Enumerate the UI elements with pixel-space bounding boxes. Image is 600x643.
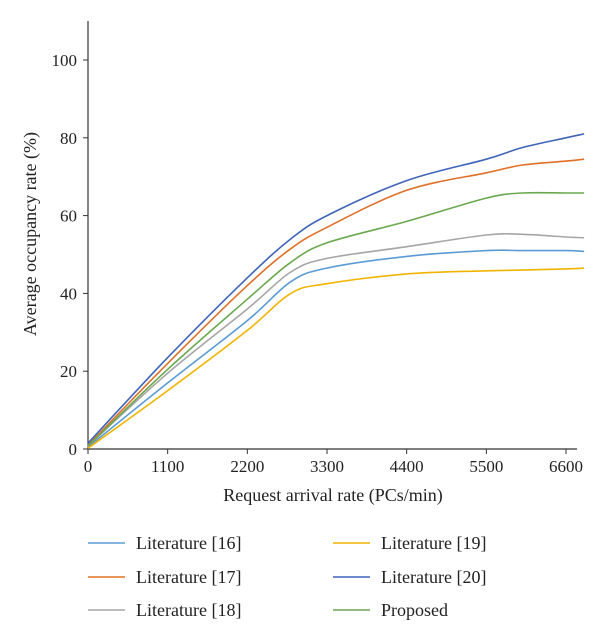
series-line-1 xyxy=(87,249,585,448)
y-tick-label: 0 xyxy=(69,440,78,459)
legend-item: Literature [19] xyxy=(333,533,486,553)
series-lines xyxy=(87,133,585,449)
y-ticks: 0 20 40 60 80 100 xyxy=(52,51,88,459)
series-line-3 xyxy=(87,232,585,447)
legend-item: Literature [16] xyxy=(88,533,241,553)
x-tick-label: 1100 xyxy=(151,457,184,476)
legend-label: Proposed xyxy=(381,600,448,620)
legend-item: Proposed xyxy=(333,600,448,620)
x-ticks: 0 1100 2200 3300 4400 5500 6600 xyxy=(84,449,583,476)
x-tick-label: 6600 xyxy=(549,457,583,476)
legend-label: Literature [19] xyxy=(381,533,486,553)
x-tick-label: 2200 xyxy=(230,457,264,476)
series-line-5 xyxy=(87,133,585,444)
x-tick-label: 5500 xyxy=(469,457,503,476)
legend-label: Literature [18] xyxy=(136,600,241,620)
x-tick-label: 4400 xyxy=(390,457,424,476)
y-tick-label: 80 xyxy=(60,129,77,148)
y-tick-label: 60 xyxy=(60,207,77,226)
legend-item: Literature [20] xyxy=(333,567,486,587)
y-tick-label: 40 xyxy=(60,284,77,303)
legend: Literature [16] Literature [17] Literature… xyxy=(88,533,486,620)
legend-label: Literature [16] xyxy=(136,533,241,553)
x-tick-label: 3300 xyxy=(310,457,344,476)
series-line-2 xyxy=(87,158,585,446)
legend-label: Literature [17] xyxy=(136,567,241,587)
axes xyxy=(87,21,577,450)
y-tick-label: 100 xyxy=(52,51,78,70)
series-line-6 xyxy=(87,191,585,447)
x-axis-label: Request arrival rate (PCs/min) xyxy=(223,485,442,506)
legend-label: Literature [20] xyxy=(381,567,486,587)
y-tick-label: 20 xyxy=(60,362,77,381)
x-tick-label: 0 xyxy=(84,457,93,476)
series-line-4 xyxy=(87,267,585,449)
y-axis-label: Average occupancy rate (%) xyxy=(20,132,41,336)
legend-item: Literature [18] xyxy=(88,600,241,620)
legend-item: Literature [17] xyxy=(88,567,241,587)
